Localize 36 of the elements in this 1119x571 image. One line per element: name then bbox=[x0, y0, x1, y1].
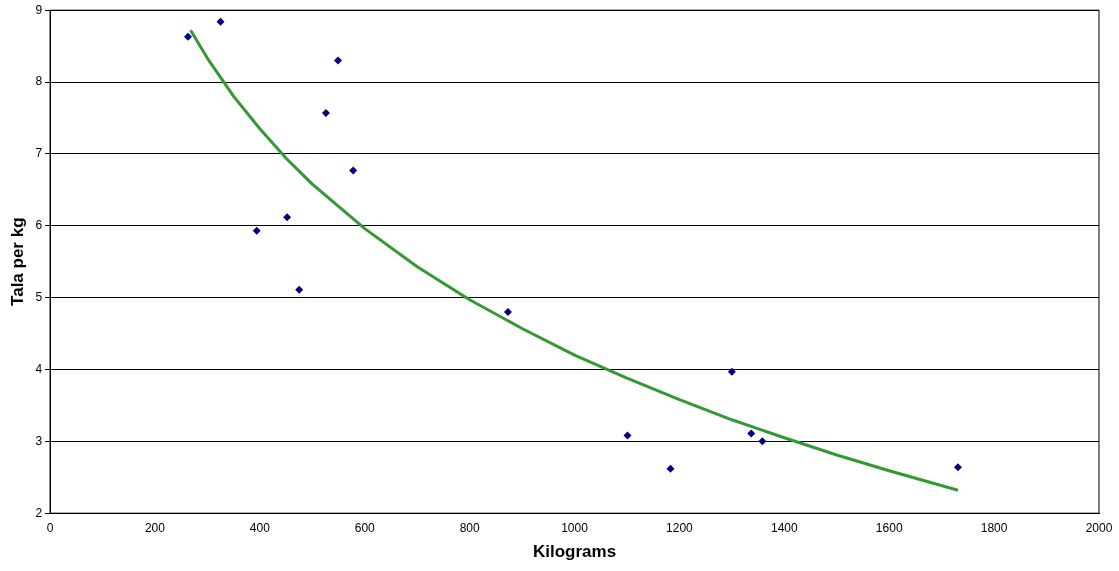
x-tick-label: 1600 bbox=[875, 520, 903, 535]
y-tick-label: 3 bbox=[35, 433, 43, 448]
point bbox=[747, 429, 756, 438]
point bbox=[666, 464, 675, 473]
y-tick-label: 4 bbox=[35, 361, 43, 376]
x-tick-label: 0 bbox=[46, 520, 54, 535]
y-axis-title: Tala per kg bbox=[7, 217, 27, 306]
point bbox=[216, 17, 225, 26]
x-tick-label: 1200 bbox=[666, 520, 694, 535]
point bbox=[295, 285, 304, 294]
y-tick-label: 7 bbox=[35, 146, 43, 161]
point bbox=[252, 226, 261, 235]
x-tick-label: 600 bbox=[354, 520, 376, 535]
point bbox=[334, 56, 342, 65]
y-tick-label: 6 bbox=[35, 218, 43, 233]
point bbox=[321, 108, 330, 117]
y-tick-label: 5 bbox=[35, 289, 43, 304]
x-tick-label: 1400 bbox=[770, 520, 798, 535]
point bbox=[727, 367, 736, 376]
y-tick-label: 8 bbox=[35, 74, 43, 89]
point bbox=[758, 437, 767, 446]
y-tick-label: 9 bbox=[35, 2, 43, 17]
point bbox=[283, 213, 292, 222]
point bbox=[184, 32, 193, 41]
x-axis-title: Kilograms bbox=[532, 542, 617, 562]
point bbox=[623, 431, 632, 440]
x-tick-label: 1800 bbox=[980, 520, 1008, 535]
x-tick-label: 800 bbox=[459, 520, 480, 535]
point bbox=[503, 308, 512, 316]
point bbox=[953, 463, 962, 472]
x-tick-label: 400 bbox=[249, 520, 271, 535]
y-tick-label: 2 bbox=[35, 505, 43, 520]
x-tick-label: 1000 bbox=[561, 520, 589, 535]
x-tick-label: 2000 bbox=[1085, 520, 1113, 535]
x-tick-label: 200 bbox=[144, 520, 166, 535]
point bbox=[349, 166, 358, 175]
